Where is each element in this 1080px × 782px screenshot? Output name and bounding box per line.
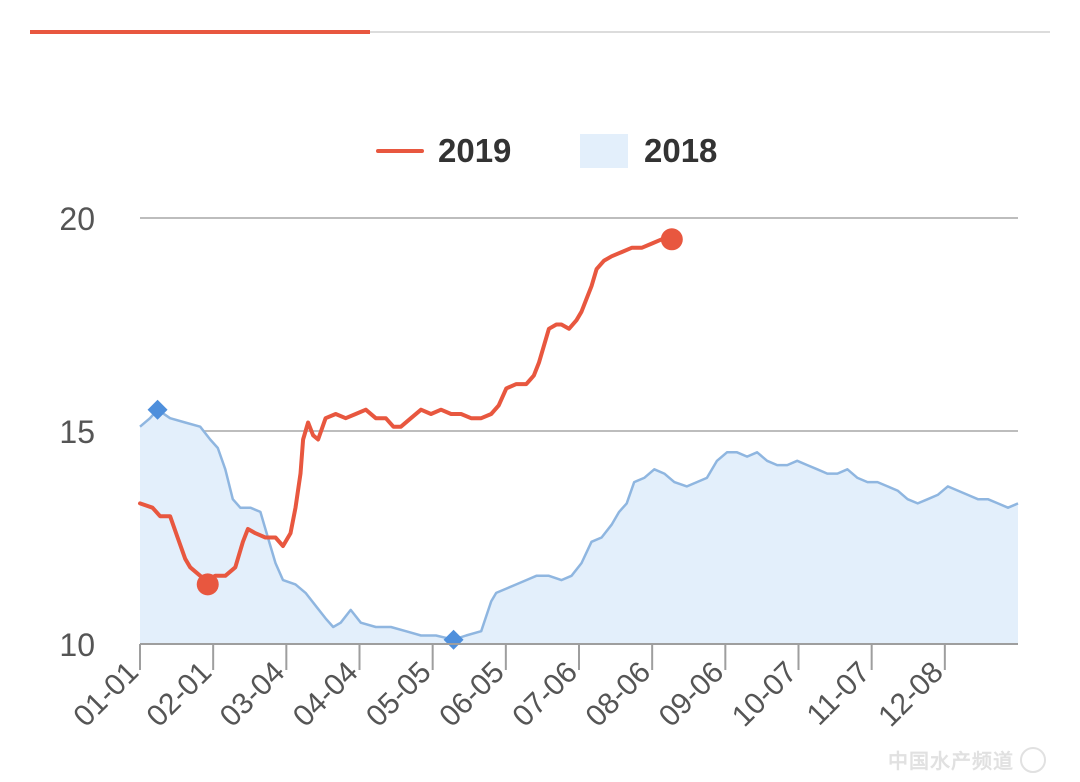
watermark-text: 中国水产频道 [888,751,1014,773]
series-2019-polyline [138,237,674,583]
highlight-markers [147,228,683,650]
series-2018-line [139,408,1019,641]
legend-label-2019: 2019 [438,132,512,169]
x-tick-label: 05-05 [360,656,438,734]
y-tick-label: 15 [59,414,95,450]
x-tick-label: 09-06 [653,656,731,734]
x-tick-label: 10-07 [726,656,804,734]
x-tick-label: 08-06 [580,656,658,734]
x-tick-label: 12-08 [872,656,950,734]
x-tick-label: 07-06 [506,656,584,734]
legend-swatch-2019 [376,149,424,153]
x-tick-label: 02-01 [141,656,219,734]
legend-item-2019[interactable]: 2019 [376,126,511,176]
watermark: 中国水产频道 [888,745,1046,774]
tab-active-bar[interactable] [30,30,370,34]
series-2018-area [139,408,1019,644]
chart-legend: 2019 2018 [0,126,1080,176]
x-tick-label: 03-04 [214,656,292,734]
marker-2019-1[interactable] [660,228,683,251]
x-tick-label: 11-07 [801,656,877,732]
legend-label-2018: 2018 [644,132,718,169]
x-tick-label: 01-01 [67,656,145,734]
series-2018-area-fill [140,409,1018,644]
x-tick-label: 06-05 [433,656,511,734]
y-tick-label: 20 [59,201,95,237]
legend-swatch-2018 [580,134,628,168]
globe-icon [1020,746,1046,773]
tab-indicator [30,30,1050,34]
y-tick-label: 10 [59,627,95,663]
grid-lines [140,217,1018,432]
legend-item-2018[interactable]: 2018 [580,126,717,176]
marker-2018-1[interactable] [443,629,464,650]
marker-2018-0[interactable] [147,399,168,420]
x-tick-label: 04-04 [287,656,365,734]
series-2019-line [138,237,674,583]
tab-track [30,31,1050,33]
marker-2019-0[interactable] [196,573,219,596]
